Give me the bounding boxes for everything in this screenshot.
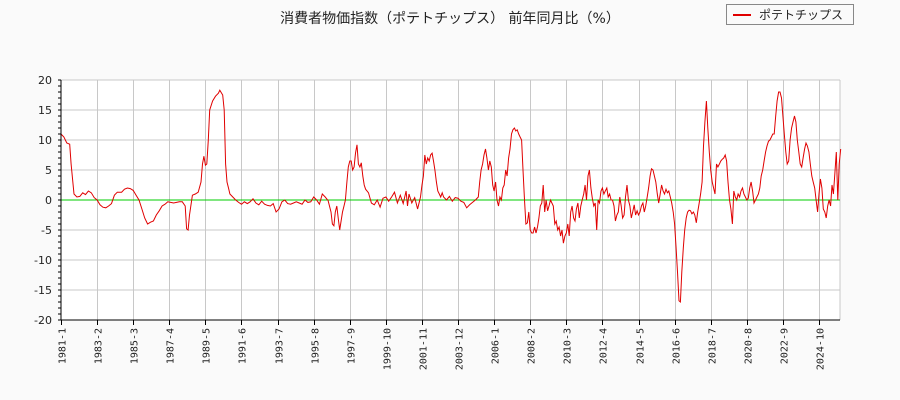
x-tick-label: 1981-1 bbox=[58, 328, 69, 364]
x-tick-label: 1985-3 bbox=[130, 328, 141, 364]
y-tick-label: 10 bbox=[38, 134, 52, 147]
legend-label: ポテトチップス bbox=[759, 8, 844, 22]
x-tick-label: 2003-12 bbox=[455, 328, 466, 370]
x-tick-label: 2006-1 bbox=[491, 328, 502, 364]
y-tick-label: 0 bbox=[45, 194, 52, 207]
x-tick-label: 2014-5 bbox=[636, 328, 647, 364]
x-tick-label: 1989-5 bbox=[202, 328, 213, 364]
x-tick-label: 2001-11 bbox=[419, 328, 430, 370]
chart-title: 消費者物価指数（ポテトチップス） 前年同月比（%） bbox=[280, 11, 620, 27]
x-tick-label: 2012-4 bbox=[599, 328, 610, 364]
x-tick-label: 1995-8 bbox=[311, 328, 322, 364]
x-tick-label: 1987-4 bbox=[166, 328, 177, 364]
x-tick-label: 2016-6 bbox=[672, 328, 683, 364]
x-tick-label: 2018-7 bbox=[708, 328, 719, 364]
x-tick-label: 1983-2 bbox=[94, 328, 105, 364]
x-tick-label: 2024-10 bbox=[816, 328, 827, 370]
x-tick-label: 1997-9 bbox=[347, 328, 358, 364]
legend: ポテトチップス bbox=[726, 4, 854, 25]
x-tick-label: 1991-6 bbox=[238, 328, 249, 364]
y-tick-label: -15 bbox=[34, 284, 52, 297]
y-tick-label: -5 bbox=[41, 224, 52, 237]
x-tick-label: 2022-9 bbox=[780, 328, 791, 364]
x-tick-label: 2008-2 bbox=[527, 328, 538, 364]
x-tick-label: 1999-10 bbox=[383, 328, 394, 370]
y-tick-label: 15 bbox=[38, 104, 52, 117]
y-tick-label: -20 bbox=[34, 314, 52, 327]
x-tick-label: 1993-7 bbox=[275, 328, 286, 364]
x-axis: 1981-1 1983-2 1985-3 1987-4 1989-5 1991-6 1993… bbox=[58, 320, 827, 370]
series-line-potato-chips bbox=[60, 89, 842, 304]
y-axis: 20 15 10 5 0 -5 -10 -15 -20 bbox=[34, 74, 61, 327]
x-tick-label: 2010-3 bbox=[563, 328, 574, 364]
legend-swatch bbox=[733, 13, 751, 16]
x-tick-label: 2020-8 bbox=[744, 328, 755, 364]
y-tick-label: -10 bbox=[34, 254, 52, 267]
y-tick-label: 5 bbox=[45, 164, 52, 177]
y-tick-label: 20 bbox=[38, 74, 52, 87]
